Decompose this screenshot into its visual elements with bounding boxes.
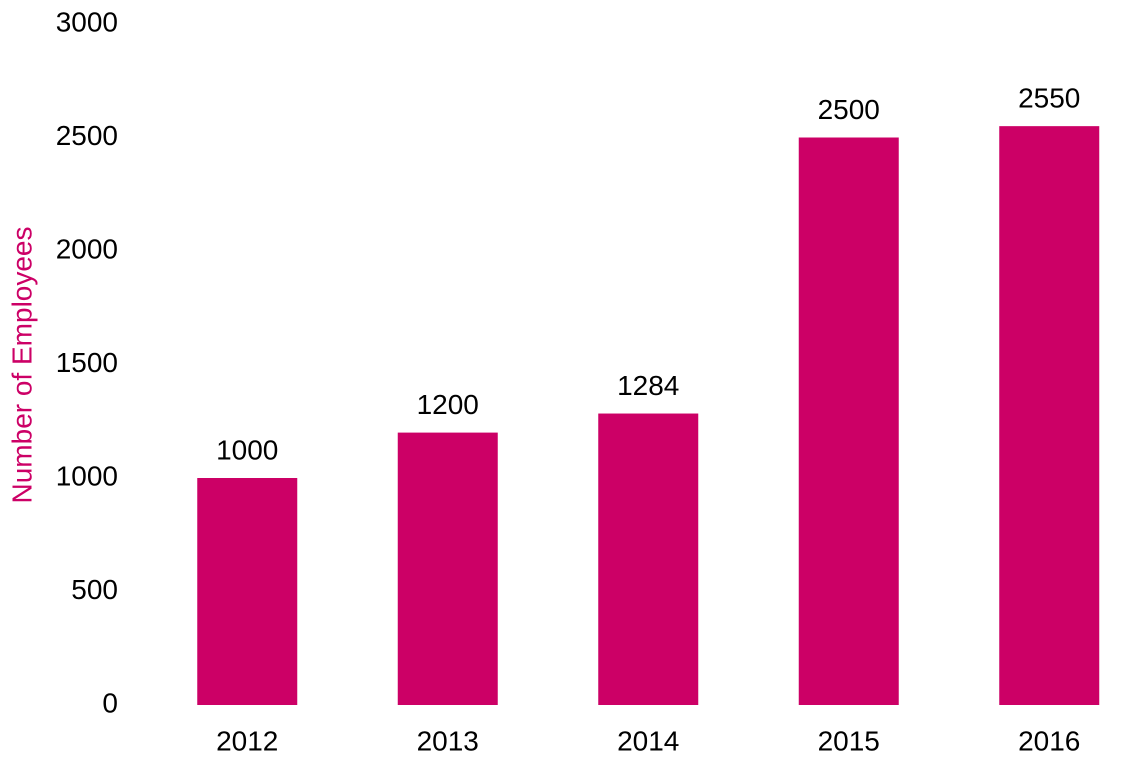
x-tick-label: 2015 <box>818 725 880 756</box>
y-tick-label: 0 <box>102 687 118 718</box>
x-tick-label: 2014 <box>617 725 679 756</box>
y-axis-label: Number of Employees <box>6 226 37 503</box>
y-tick-label: 1000 <box>56 460 118 491</box>
value-label: 1284 <box>617 370 679 401</box>
value-label: 1000 <box>216 434 278 465</box>
bar <box>598 413 699 705</box>
bar <box>197 478 298 705</box>
y-tick-label: 500 <box>71 574 118 605</box>
bar <box>397 432 498 705</box>
x-tick-label: 2012 <box>216 725 278 756</box>
y-tick-label: 2500 <box>56 120 118 151</box>
value-label: 1200 <box>417 389 479 420</box>
value-label: 2550 <box>1018 83 1080 114</box>
y-tick-label: 1500 <box>56 347 118 378</box>
bar <box>999 126 1100 705</box>
y-tick-label: 2000 <box>56 233 118 264</box>
x-tick-label: 2016 <box>1018 725 1080 756</box>
bar <box>798 137 899 705</box>
value-label: 2500 <box>818 94 880 125</box>
y-tick-label: 3000 <box>56 6 118 37</box>
x-tick-label: 2013 <box>417 725 479 756</box>
